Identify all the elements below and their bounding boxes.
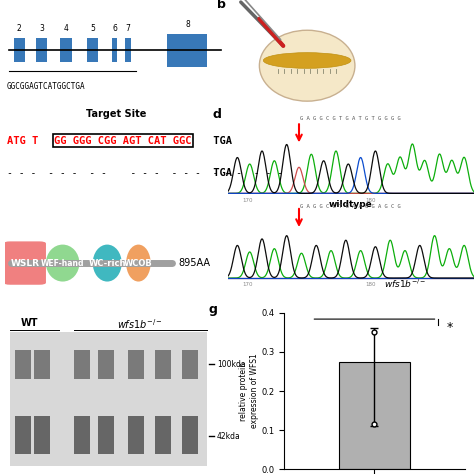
Text: 8: 8 (185, 20, 190, 29)
Bar (128, 350, 144, 379)
Text: WEF-hand: WEF-hand (41, 259, 84, 267)
Bar (87, 38, 98, 63)
Bar (15, 350, 31, 379)
Bar (9, 332, 207, 466)
Text: GG GGG CGG AGT CAT GGC: GG GGG CGG AGT CAT GGC (54, 136, 191, 146)
Ellipse shape (264, 53, 351, 68)
Bar (125, 38, 131, 63)
Bar (339, 362, 410, 469)
Text: 5: 5 (91, 24, 95, 33)
Bar (34, 416, 50, 454)
Text: $wfs1b^{-/-}$: $wfs1b^{-/-}$ (117, 318, 164, 331)
Text: 4: 4 (64, 24, 68, 33)
Bar (36, 38, 47, 63)
Text: 2: 2 (17, 24, 22, 33)
Text: d: d (213, 109, 222, 121)
Bar (74, 416, 90, 454)
Bar (74, 350, 90, 379)
Text: 7: 7 (126, 24, 130, 33)
Text: $wfs1b^{-/-}$: $wfs1b^{-/-}$ (383, 278, 426, 290)
Text: g: g (209, 303, 218, 317)
Bar (99, 350, 114, 379)
Text: WC-rich: WC-rich (89, 259, 126, 267)
Ellipse shape (259, 30, 355, 101)
Text: wildtype: wildtype (329, 200, 373, 209)
Text: 170: 170 (242, 198, 253, 202)
Text: - - -  - - -  - -    - - -  - - -  - - -  - - -: - - - - - - - - - - - - - - - - - - - - (7, 167, 283, 178)
Text: WSLR: WSLR (10, 259, 39, 267)
Ellipse shape (46, 245, 79, 282)
Text: 6: 6 (112, 24, 117, 33)
Text: Target Site: Target Site (86, 109, 146, 119)
Text: 180: 180 (365, 282, 376, 287)
Bar (112, 38, 117, 63)
Text: 42kda: 42kda (217, 432, 240, 441)
Text: TGA: TGA (208, 136, 232, 146)
Text: b: b (217, 0, 226, 11)
Text: 3: 3 (39, 24, 44, 33)
Bar (182, 416, 198, 454)
Bar (182, 350, 198, 379)
Ellipse shape (93, 245, 122, 282)
Bar (34, 350, 50, 379)
Bar (155, 350, 171, 379)
Text: WT: WT (21, 318, 38, 328)
Bar (15, 416, 31, 454)
Text: WCOB: WCOB (124, 259, 153, 267)
Bar (99, 416, 114, 454)
Text: *: * (447, 320, 453, 334)
Text: 895AA: 895AA (179, 258, 210, 268)
Text: ATG T: ATG T (7, 136, 45, 146)
FancyBboxPatch shape (4, 241, 46, 285)
Text: G A G G C G T G A A G G A G C G: G A G G C G T G A A G G A G C G (301, 204, 401, 209)
Bar (167, 34, 208, 67)
Text: G A G G C G T G A T G T G G G G: G A G G C G T G A T G T G G G G (301, 117, 401, 121)
Text: TGA: TGA (208, 167, 232, 178)
Ellipse shape (126, 245, 151, 282)
Text: 170: 170 (242, 282, 253, 287)
Bar (155, 416, 171, 454)
Bar (14, 38, 25, 63)
Text: 180: 180 (365, 198, 376, 202)
Text: GGCGGAGTCATGGCTGA: GGCGGAGTCATGGCTGA (7, 82, 86, 91)
Bar (128, 416, 144, 454)
Bar (60, 38, 72, 63)
Text: 100kda: 100kda (217, 360, 246, 369)
Y-axis label: relative protein
expression of WFS1: relative protein expression of WFS1 (239, 354, 259, 428)
